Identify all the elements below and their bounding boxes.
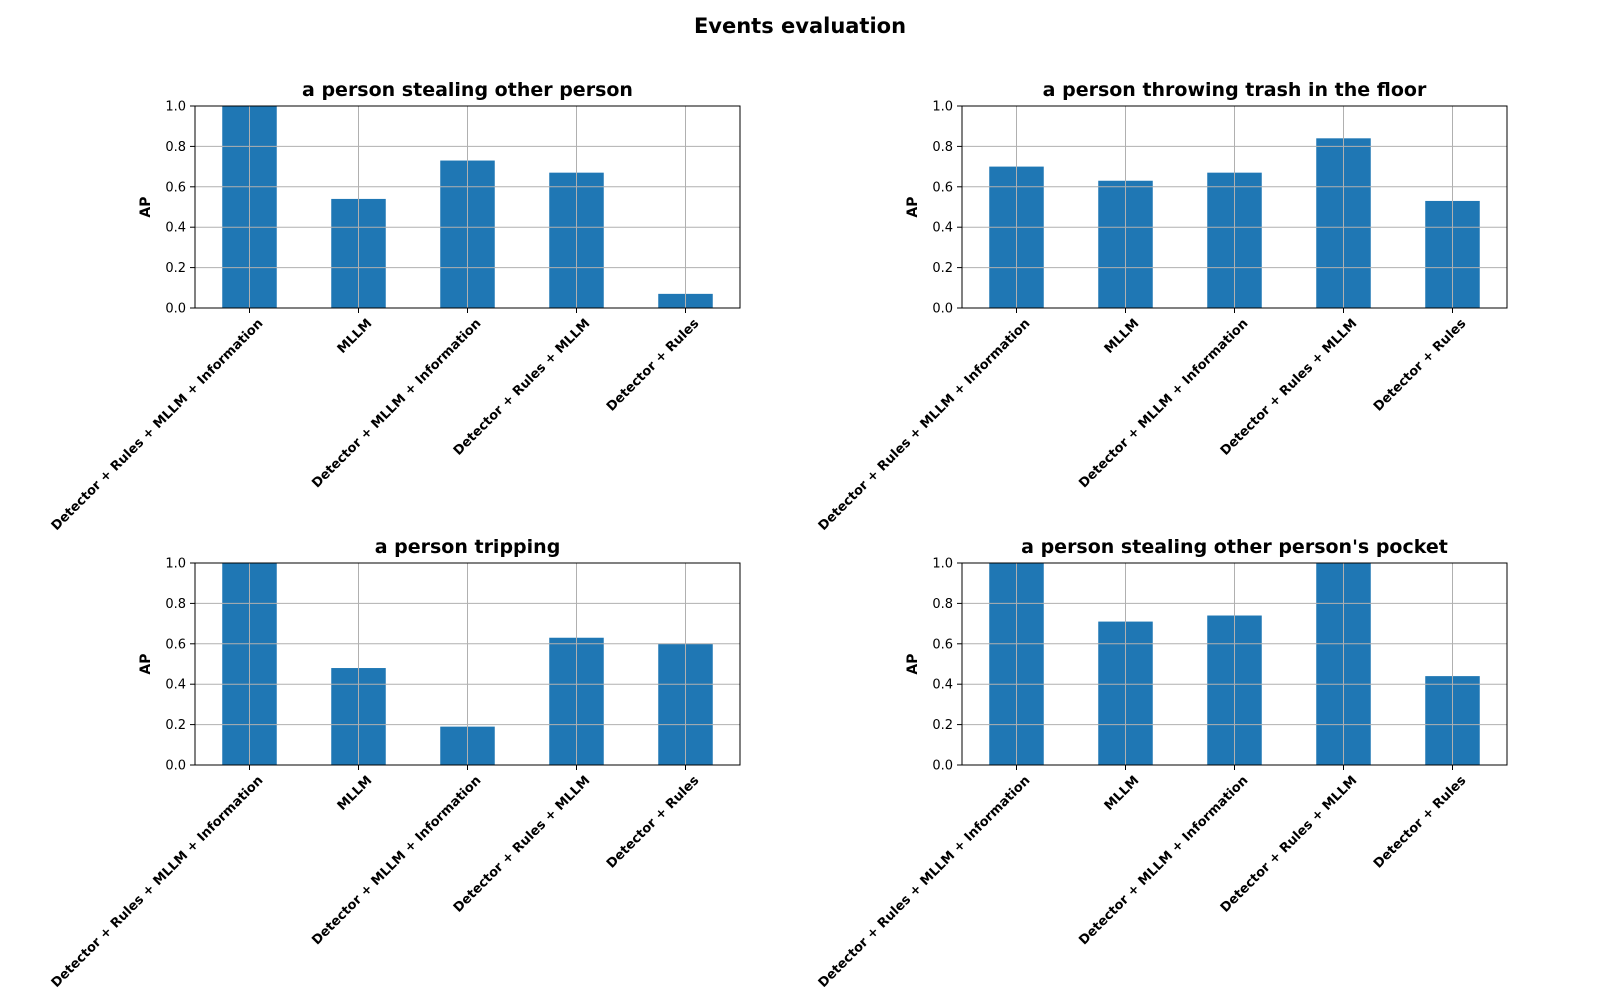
x-tick-label: Detector + Rules + MLLM + Information (49, 773, 267, 991)
chart-panel-4: 0.0 0.2 0.4 0.6 0.8 1.0 Detector + Rules + MLL… (816, 536, 1508, 991)
y-tick-label: 0.8 (932, 597, 953, 612)
y-tick-label: 0.6 (932, 180, 953, 195)
chart-title: a person stealing other person's pocket (1021, 536, 1448, 558)
x-tick-label: Detector + Rules + MLLM + Information (49, 316, 267, 534)
y-tick-label: 0.0 (165, 759, 186, 774)
y-tick-label: 0.4 (165, 678, 186, 693)
x-tick-label: MLLM (335, 773, 376, 814)
chart-panel-3: 0.0 0.2 0.4 0.6 0.8 1.0 Detector + Rules + MLL… (49, 536, 741, 991)
x-tick-label: MLLM (335, 316, 376, 357)
y-tick-label: 1.0 (932, 557, 953, 572)
y-tick-label: 0.2 (932, 718, 953, 733)
y-tick-label: 0.0 (165, 302, 186, 317)
y-tick-label: 0.0 (932, 759, 953, 774)
y-tick-label: 0.2 (165, 261, 186, 276)
y-tick-label: 0.6 (165, 637, 186, 652)
figure-title: Events evaluation (693, 14, 907, 38)
y-axis-label: AP (905, 653, 921, 674)
x-tick-label: Detector + MLLM + Information (1076, 316, 1251, 491)
chart-panel-1: 0.0 0.2 0.4 0.6 0.8 1.0 Detector + Rules + MLL… (49, 79, 741, 534)
x-tick-label: Detector + MLLM + Information (309, 316, 484, 491)
y-tick-label: 0.8 (932, 140, 953, 155)
y-tick-label: 0.6 (165, 180, 186, 195)
y-tick-label: 0.4 (932, 221, 953, 236)
y-axis-label: AP (138, 196, 154, 217)
y-tick-label: 1.0 (165, 557, 186, 572)
x-tick-label: Detector + MLLM + Information (1076, 773, 1251, 948)
y-tick-label: 0.8 (165, 597, 186, 612)
chart-panel-2: 0.0 0.2 0.4 0.6 0.8 1.0 Detector + Rules + MLL… (816, 79, 1508, 534)
y-tick-label: 0.0 (932, 302, 953, 317)
y-axis-label: AP (905, 196, 921, 217)
chart-title: a person tripping (375, 536, 561, 558)
chart-title: a person throwing trash in the floor (1043, 79, 1427, 101)
y-tick-label: 0.6 (932, 637, 953, 652)
chart-title: a person stealing other person (302, 79, 633, 101)
y-tick-label: 0.4 (932, 678, 953, 693)
x-tick-label: Detector + Rules (604, 316, 703, 415)
x-tick-label: MLLM (1102, 316, 1143, 357)
y-tick-label: 0.2 (165, 718, 186, 733)
x-tick-label: Detector + Rules (1371, 316, 1470, 415)
x-tick-label: MLLM (1102, 773, 1143, 814)
x-tick-label: Detector + Rules (604, 773, 703, 872)
y-tick-label: 1.0 (932, 100, 953, 115)
x-tick-label: Detector + Rules + MLLM + Information (816, 773, 1034, 991)
y-tick-label: 0.2 (932, 261, 953, 276)
y-axis-label: AP (138, 653, 154, 674)
x-tick-label: Detector + MLLM + Information (309, 773, 484, 948)
y-tick-label: 0.4 (165, 221, 186, 236)
y-tick-label: 0.8 (165, 140, 186, 155)
x-tick-label: Detector + Rules + MLLM + Information (816, 316, 1034, 534)
y-tick-label: 1.0 (165, 100, 186, 115)
x-tick-label: Detector + Rules (1371, 773, 1470, 872)
